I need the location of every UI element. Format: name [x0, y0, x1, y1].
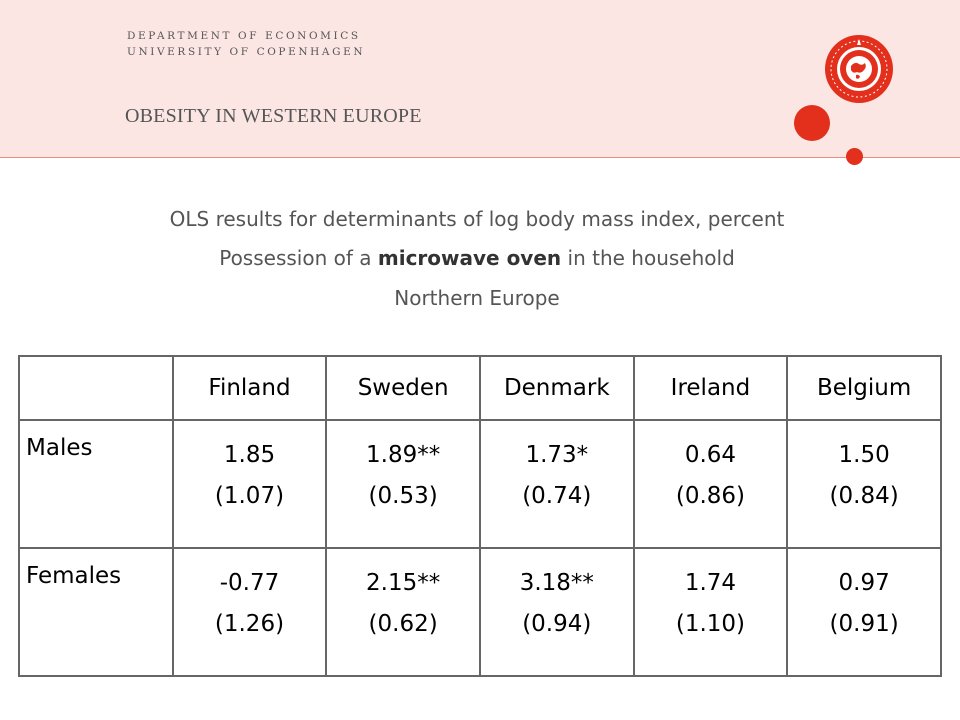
- header-belgium: Belgium: [786, 355, 942, 421]
- table-caption-line-1: OLS results for determinants of log body…: [169, 207, 785, 231]
- table-cell: 1.74 (1.10): [632, 547, 789, 677]
- table-row: Males 1.85 (1.07) 1.89** (0.53) 1.73* (0.74…: [18, 419, 942, 549]
- standard-error: (0.91): [829, 611, 899, 637]
- table-cell: 1.85 (1.07): [171, 419, 328, 549]
- header-sweden: Sweden: [325, 355, 481, 421]
- table-cell: -0.77 (1.26): [171, 547, 328, 677]
- caption-suffix: in the household: [561, 246, 735, 270]
- coefficient: 3.18**: [519, 570, 594, 596]
- header-finland: Finland: [171, 355, 328, 421]
- table-cell: 1.50 (0.84): [786, 419, 942, 549]
- coefficient: 0.64: [684, 442, 737, 468]
- department-name: DEPARTMENT OF ECONOMICS: [127, 30, 361, 42]
- coefficient: 0.97: [838, 570, 890, 596]
- table-cell: 0.97 (0.91): [786, 547, 942, 677]
- standard-error: (1.10): [675, 611, 746, 637]
- coefficient: 1.74: [684, 570, 737, 596]
- standard-error: (1.07): [214, 483, 285, 509]
- standard-error: (1.26): [214, 611, 285, 637]
- header-ireland: Ireland: [632, 355, 789, 421]
- table-cell: 3.18** (0.94): [478, 547, 635, 677]
- results-table: Finland Sweden Denmark Ireland Belgium M…: [18, 355, 942, 677]
- coefficient: 1.89**: [366, 442, 441, 468]
- header-denmark: Denmark: [478, 355, 635, 421]
- caption-emphasis: microwave oven: [377, 246, 562, 270]
- standard-error: (0.62): [368, 611, 438, 637]
- university-name: UNIVERSITY OF COPENHAGEN: [127, 46, 366, 58]
- row-label-males: Males: [18, 419, 174, 549]
- standard-error: (0.94): [522, 611, 592, 637]
- decorative-dot-large: [794, 105, 830, 141]
- standard-error: (0.84): [829, 483, 899, 509]
- table-cell: 1.89** (0.53): [325, 419, 481, 549]
- coefficient: 1.50: [838, 442, 890, 468]
- slide-header: DEPARTMENT OF ECONOMICS UNIVERSITY OF CO…: [0, 0, 960, 158]
- table-cell: 0.64 (0.86): [632, 419, 789, 549]
- table-row: Females -0.77 (1.26) 2.15** (0.62) 3.18** (…: [18, 547, 942, 677]
- row-label-females: Females: [18, 547, 174, 677]
- slide-title: OBESITY IN WESTERN EUROPE: [125, 105, 422, 127]
- decorative-dot-small: [846, 148, 863, 165]
- coefficient: 2.15**: [366, 570, 441, 596]
- coefficient: 1.73*: [525, 442, 589, 468]
- table-caption-line-3: Northern Europe: [394, 286, 560, 310]
- university-seal-logo: [825, 35, 893, 103]
- standard-error: (0.74): [522, 483, 592, 509]
- coefficient: -0.77: [219, 570, 280, 596]
- caption-prefix: Possession of a: [219, 246, 378, 270]
- standard-error: (0.53): [368, 483, 438, 509]
- table-header-row: Finland Sweden Denmark Ireland Belgium: [18, 355, 942, 421]
- table-cell: 2.15** (0.62): [325, 547, 481, 677]
- coefficient: 1.85: [223, 442, 276, 468]
- standard-error: (0.86): [675, 483, 746, 509]
- table-cell: 1.73* (0.74): [478, 419, 635, 549]
- header-empty-cell: [18, 355, 174, 421]
- table-caption-line-2: Possession of a microwave oven in the ho…: [0, 246, 954, 270]
